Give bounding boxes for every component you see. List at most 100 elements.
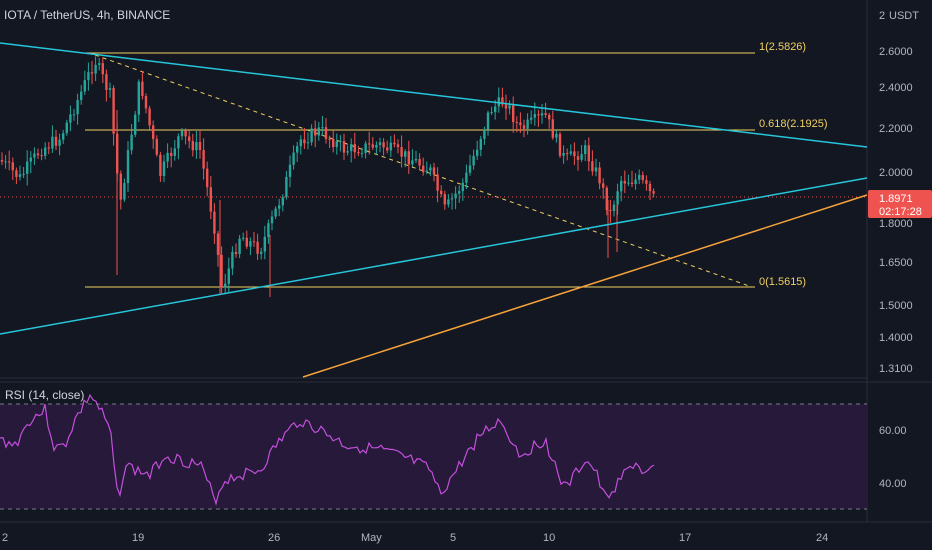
candle-body <box>566 153 569 155</box>
candle-body <box>94 64 97 74</box>
candle-body <box>198 141 202 150</box>
candle-body <box>62 133 65 140</box>
candle-body <box>281 197 284 206</box>
candle-body <box>418 158 421 166</box>
candle-body <box>569 151 572 154</box>
candle-body <box>638 175 641 180</box>
candle-body <box>616 191 619 205</box>
candle-body <box>620 180 623 192</box>
candle-body <box>364 143 367 154</box>
price-tick-8: 1.3100 <box>879 363 913 375</box>
rsi-tick-1: 40.00 <box>879 478 907 490</box>
candle-body <box>472 155 475 166</box>
candle-body <box>324 127 328 139</box>
candle-body <box>213 211 216 234</box>
candle-body <box>558 133 562 156</box>
candle-body <box>591 161 594 172</box>
candle-body <box>429 167 432 171</box>
candle-body <box>278 205 281 209</box>
candle-body <box>598 167 601 184</box>
candle-body <box>292 152 295 165</box>
candle-body <box>263 236 266 252</box>
candle-body <box>328 138 331 140</box>
candle-body <box>447 199 450 205</box>
candle-body <box>224 283 227 288</box>
candle-body <box>522 125 526 129</box>
candle-body <box>155 138 158 155</box>
orange-trend-line[interactable] <box>302 194 868 378</box>
candle-body <box>303 139 306 144</box>
candle-body <box>648 183 652 192</box>
candle-body <box>231 251 234 269</box>
candle-body <box>332 138 335 148</box>
candle-body <box>425 170 428 173</box>
candle-body <box>515 122 518 124</box>
candle-body <box>375 144 378 148</box>
candle-body <box>306 142 310 144</box>
upper-trend-line[interactable] <box>0 42 868 148</box>
fib-label-1: 1(2.5826) <box>759 41 806 53</box>
candle-body <box>87 72 90 81</box>
candle-body <box>227 268 230 284</box>
price-tick-5: 1.6500 <box>879 257 913 269</box>
candle-body <box>519 122 522 126</box>
candle-body <box>371 144 374 148</box>
time-tick-2: 26 <box>268 532 280 544</box>
candle-body <box>594 167 598 172</box>
candle-body <box>396 144 400 148</box>
candle-body <box>238 238 241 255</box>
candle-body <box>188 136 191 142</box>
candle-body <box>202 149 205 169</box>
candle-body <box>314 128 317 136</box>
candle-body <box>339 141 342 143</box>
currency-label[interactable]: USDT <box>889 10 919 22</box>
price-tick-6: 1.5000 <box>879 300 913 312</box>
candle-body <box>119 173 122 200</box>
candle-body <box>346 151 349 153</box>
rsi-title: RSI (14, close) <box>5 388 85 402</box>
candle-body <box>627 182 630 184</box>
candle-body <box>40 155 43 157</box>
candle-body <box>51 136 54 149</box>
candle-body <box>530 117 533 120</box>
candle-body <box>526 119 529 129</box>
candle-body <box>0 160 4 162</box>
candle-body <box>105 74 108 90</box>
candle-body <box>270 216 274 224</box>
candle-body <box>69 114 72 123</box>
candle-body <box>170 152 173 156</box>
candle-body <box>152 125 155 139</box>
candle-body <box>382 142 385 148</box>
candle-body <box>216 233 220 255</box>
candle-body <box>490 112 493 114</box>
candle-body <box>432 167 436 175</box>
time-tick-4: 5 <box>450 532 456 544</box>
candle-body <box>26 161 29 174</box>
candle-body <box>267 223 270 237</box>
candle-body <box>386 147 389 151</box>
candle-body <box>584 145 587 155</box>
price-tick-0: 2.6000 <box>879 46 913 58</box>
candle-body <box>458 191 461 194</box>
candle-body <box>422 165 425 173</box>
candle-body <box>360 153 364 155</box>
candle-body <box>18 174 22 177</box>
candle-body <box>256 241 259 254</box>
candle-body <box>504 104 508 109</box>
candle-body <box>234 251 238 255</box>
candle-body <box>162 161 166 176</box>
time-tick-0: 2 <box>2 532 8 544</box>
candle-body <box>476 149 479 156</box>
candle-body <box>252 241 256 243</box>
candle-body <box>47 147 50 149</box>
candle-body <box>33 153 36 158</box>
price-tick-7: 1.4000 <box>879 332 913 344</box>
lower-trend-line[interactable] <box>0 177 868 335</box>
candle-body <box>112 88 115 134</box>
candle-body <box>479 138 482 150</box>
time-tick-3: May <box>361 532 382 544</box>
candle-body <box>389 142 392 151</box>
candle-body <box>378 142 382 145</box>
candle-body <box>11 162 14 171</box>
